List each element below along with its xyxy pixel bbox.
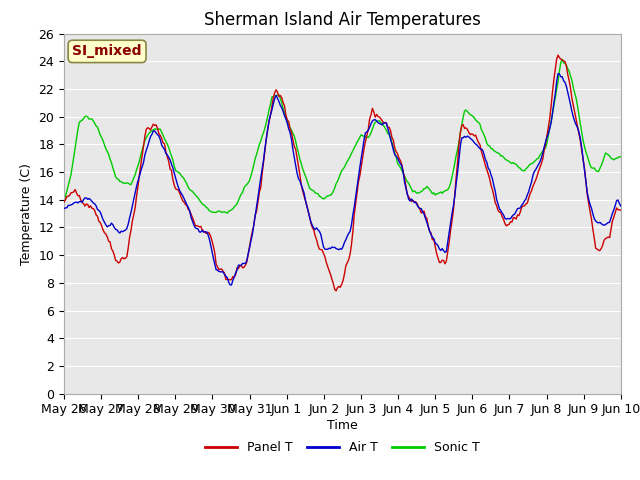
Air T	[463, 133, 471, 139]
X-axis label: Time: Time	[327, 419, 358, 432]
Sonic T	[243, 182, 251, 188]
Sonic T	[558, 56, 566, 62]
Air T	[617, 203, 625, 209]
Air T	[243, 258, 251, 264]
Sonic T	[223, 210, 231, 216]
Sonic T	[127, 182, 135, 188]
Air T	[554, 71, 562, 76]
Air T	[228, 282, 236, 288]
Line: Panel T: Panel T	[64, 55, 621, 291]
Panel T	[554, 52, 562, 58]
Air T	[60, 205, 68, 211]
Panel T	[281, 103, 289, 109]
Air T	[467, 135, 474, 141]
Line: Air T: Air T	[64, 73, 621, 285]
Panel T	[463, 126, 471, 132]
Panel T	[617, 207, 625, 213]
Panel T	[467, 132, 474, 137]
Sonic T	[617, 154, 625, 160]
Line: Sonic T: Sonic T	[64, 59, 621, 213]
Sonic T	[60, 199, 68, 205]
Y-axis label: Temperature (C): Temperature (C)	[20, 163, 33, 264]
Legend: Panel T, Air T, Sonic T: Panel T, Air T, Sonic T	[200, 436, 484, 459]
Sonic T	[412, 189, 419, 195]
Panel T	[241, 262, 249, 268]
Air T	[127, 209, 135, 215]
Air T	[412, 199, 419, 205]
Panel T	[60, 199, 68, 205]
Text: SI_mixed: SI_mixed	[72, 44, 142, 59]
Panel T	[127, 228, 135, 233]
Sonic T	[463, 108, 471, 114]
Sonic T	[467, 111, 474, 117]
Panel T	[412, 199, 419, 205]
Title: Sherman Island Air Temperatures: Sherman Island Air Temperatures	[204, 11, 481, 29]
Sonic T	[282, 115, 290, 121]
Air T	[282, 116, 290, 122]
Panel T	[332, 288, 340, 294]
